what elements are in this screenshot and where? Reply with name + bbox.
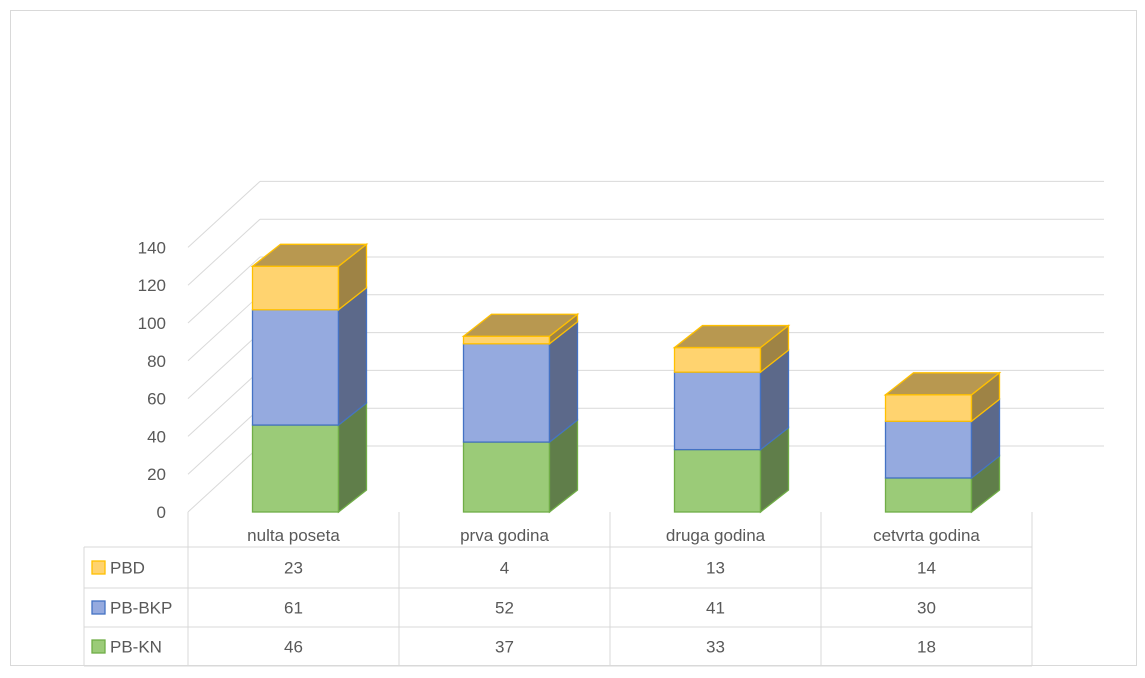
- bar-face: [462, 441, 551, 513]
- bar-face: [462, 335, 551, 345]
- gridline-diagonal: [187, 256, 261, 324]
- table-value-cell: 61: [284, 599, 303, 618]
- table-value-cell: 41: [706, 599, 725, 618]
- table-value-cell: 4: [500, 559, 509, 578]
- bar-face: [884, 394, 973, 422]
- bar-segment: [462, 418, 579, 514]
- table-value-cell: 52: [495, 599, 514, 618]
- y-tick-label: 40: [147, 427, 166, 446]
- bar-segment: [673, 426, 790, 514]
- legend-key: [91, 600, 106, 615]
- bar-face: [673, 448, 762, 513]
- gridline-diagonal: [187, 218, 261, 286]
- gridline-diagonal: [187, 181, 261, 248]
- bar-top: [461, 313, 580, 337]
- table-value-cell: 46: [284, 638, 303, 657]
- x-category-label: druga godina: [666, 526, 766, 545]
- bar-top: [672, 324, 791, 349]
- table-value-cell: 23: [284, 559, 303, 578]
- gridline-diagonal: [187, 445, 261, 513]
- bar-face: [673, 371, 762, 451]
- bar-segment: [251, 401, 368, 514]
- table-value-cell: 14: [917, 559, 936, 578]
- bar-side: [337, 286, 368, 427]
- legend-key: [91, 560, 106, 575]
- gridline-diagonal: [187, 294, 261, 362]
- y-tick-label: 140: [138, 238, 166, 257]
- bar-face: [462, 343, 551, 443]
- bar-segment: [461, 312, 580, 346]
- y-tick-label: 120: [138, 276, 166, 295]
- y-axis: 0 20 40 60 80 100 120 140: [138, 238, 166, 522]
- y-tick-label: 60: [147, 390, 166, 409]
- bar-segment: [250, 242, 369, 312]
- bar-top: [250, 243, 369, 267]
- bar-segment: [884, 454, 1001, 514]
- legend-key: [91, 639, 106, 654]
- bar-face: [673, 346, 762, 373]
- y-tick-label: 20: [147, 465, 166, 484]
- table-value-cell: 30: [917, 599, 936, 618]
- x-category-label: prva godina: [460, 526, 549, 545]
- table-value-cell: 13: [706, 559, 725, 578]
- y-tick-label: 80: [147, 352, 166, 371]
- table-value-cell: 37: [495, 638, 514, 657]
- bar-face: [884, 477, 973, 513]
- bar-segment: [673, 348, 790, 451]
- bar-segment: [462, 320, 579, 444]
- bar-face: [251, 424, 340, 513]
- bar-segment: [884, 397, 1001, 480]
- bar-face: [251, 309, 340, 426]
- gridline-diagonal: [187, 407, 261, 475]
- data-table: nulta poseta prva godina druga godina cetvr…: [83, 512, 1033, 667]
- y-tick-label: 0: [157, 503, 166, 522]
- bar-face: [884, 420, 973, 479]
- y-tick-label: 100: [138, 314, 166, 333]
- gridlines: [187, 180, 1104, 513]
- legend-series-name: PBD: [110, 559, 145, 578]
- bar-segment: [672, 324, 791, 374]
- gridline-diagonal: [187, 370, 261, 437]
- legend-series-name: PB-KN: [110, 638, 162, 657]
- gridline-diagonal: [187, 332, 261, 399]
- table-value-cell: 18: [917, 638, 936, 657]
- legend-series-name: PB-BKP: [110, 599, 172, 618]
- bar-segment: [883, 371, 1002, 423]
- x-category-label: nulta poseta: [247, 526, 340, 545]
- table-value-cell: 33: [706, 638, 725, 657]
- bar-segment: [251, 286, 368, 427]
- bar-face: [251, 265, 340, 311]
- x-category-label: cetvrta godina: [873, 526, 980, 545]
- bars: [250, 242, 1002, 514]
- bar-top: [883, 372, 1002, 396]
